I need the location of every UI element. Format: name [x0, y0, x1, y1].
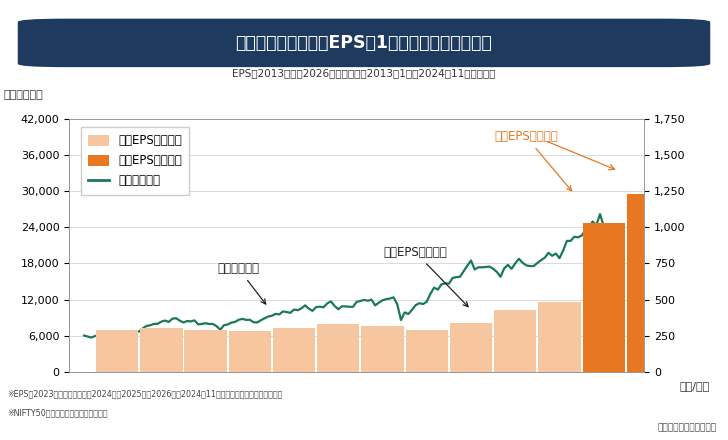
Text: （年/月）: （年/月） [679, 381, 710, 391]
Bar [273, 328, 315, 372]
Text: ※EPSは2023年までは確定値、2024年、2025年、2026年は2024年11月末時点のブルームバーグ予想: ※EPSは2023年までは確定値、2024年、2025年、2026年は2024年… [7, 389, 282, 398]
Text: 実績EPS（右軸）: 実績EPS（右軸） [384, 246, 468, 307]
Text: EPS：2013年度〜2026年度、株価：2013年1月〜2024年11月の月末値: EPS：2013年度〜2026年度、株価：2013年1月〜2024年11月の月末… [232, 68, 496, 78]
Bar [96, 330, 138, 372]
Bar [140, 328, 183, 372]
Bar [184, 330, 226, 372]
Bar [627, 194, 669, 372]
Bar [405, 330, 448, 372]
Bar [538, 302, 581, 372]
Text: 予想EPS（右軸）: 予想EPS（右軸） [494, 131, 571, 191]
Text: （出所）ブルームバーグ: （出所）ブルームバーグ [658, 423, 717, 432]
Bar [450, 323, 492, 372]
Bar [582, 223, 625, 372]
Text: インドの株価指数とEPS（1株当たり利益）の推移: インドの株価指数とEPS（1株当たり利益）の推移 [236, 34, 492, 52]
FancyBboxPatch shape [17, 18, 711, 67]
Bar [361, 326, 404, 372]
Bar [671, 171, 713, 372]
Bar [317, 324, 360, 372]
Text: 株価（左軸）: 株価（左軸） [218, 262, 266, 304]
Text: （ポイント）: （ポイント） [4, 90, 44, 100]
Legend: 実績EPS（右軸）, 予想EPS（右軸）, 株価（左軸）: 実績EPS（右軸）, 予想EPS（右軸）, 株価（左軸） [81, 127, 189, 194]
Bar [494, 310, 537, 372]
Bar [229, 330, 271, 372]
Text: ※NIFTY50指数を参照し、月末値を掲載: ※NIFTY50指数を参照し、月末値を掲載 [7, 408, 108, 417]
